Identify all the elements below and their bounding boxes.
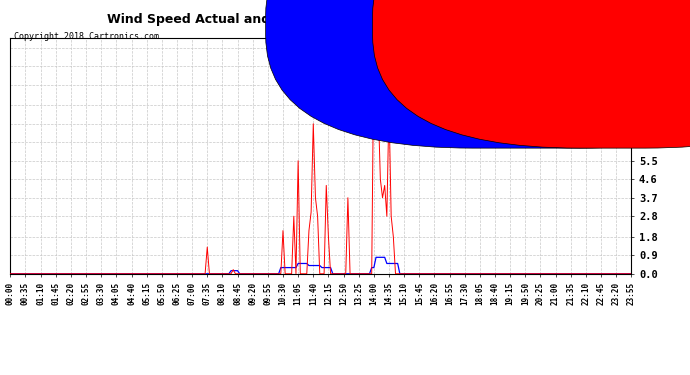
Text: Wind (mph): Wind (mph) [581, 22, 631, 31]
Text: Wind Speed Actual and Hourly Average (24 Hours) (New) 20180814: Wind Speed Actual and Hourly Average (24… [107, 13, 583, 26]
Text: Hourly Avg (mph): Hourly Avg (mph) [474, 22, 550, 31]
Text: Copyright 2018 Cartronics.com: Copyright 2018 Cartronics.com [14, 32, 159, 41]
